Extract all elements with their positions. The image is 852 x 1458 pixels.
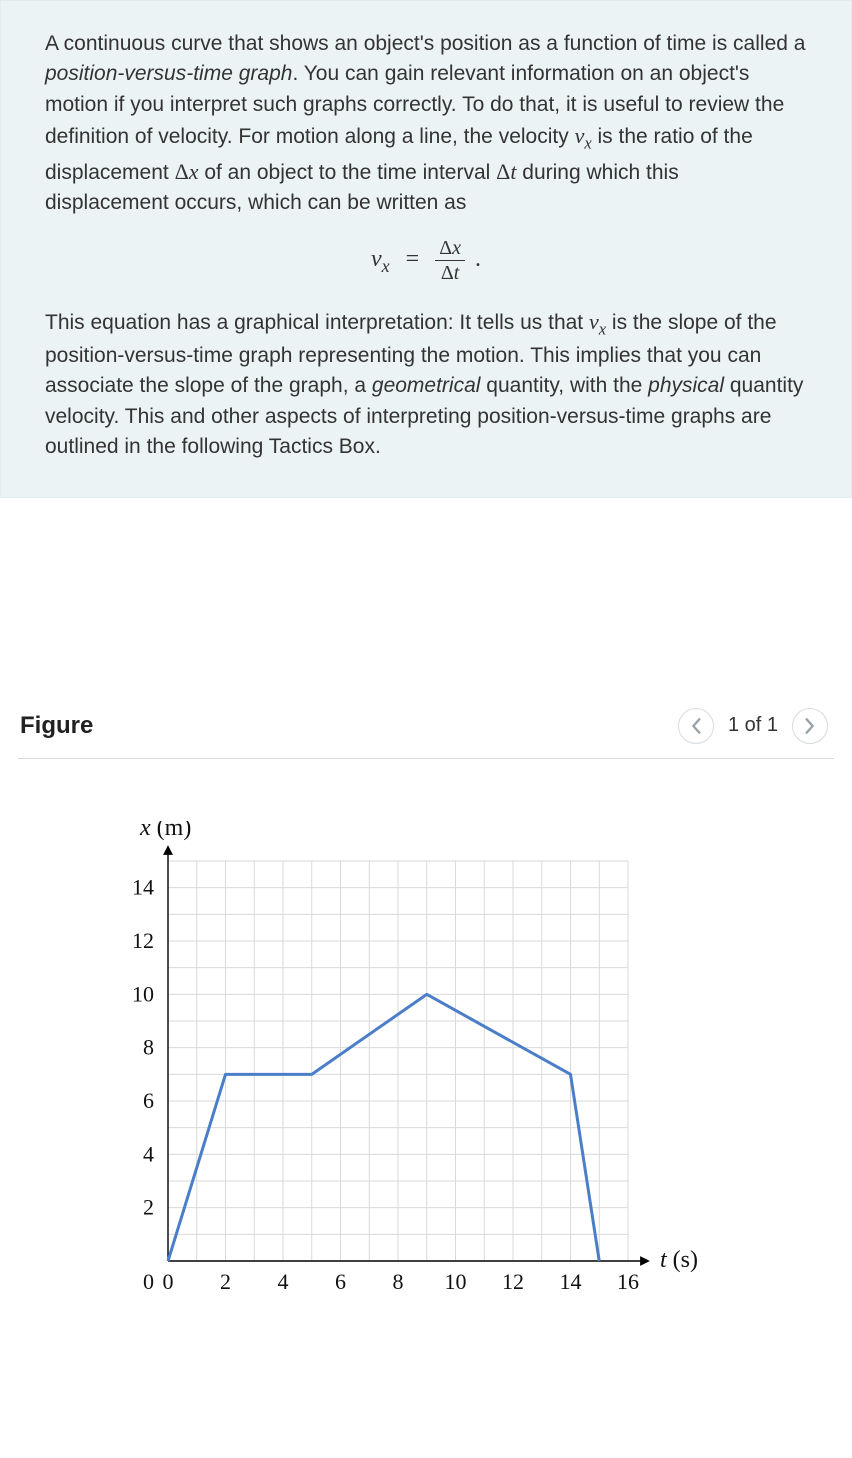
svg-text:2: 2 [143, 1194, 154, 1219]
var-delta-x: Δx [175, 159, 199, 184]
svg-text:t (s): t (s) [660, 1247, 698, 1273]
svg-text:0: 0 [163, 1269, 174, 1294]
var-delta-t: Δt [496, 159, 516, 184]
intro-paragraph-1: A continuous curve that shows an object'… [45, 29, 807, 219]
svg-text:16: 16 [617, 1269, 639, 1294]
svg-text:12: 12 [502, 1269, 524, 1294]
text: A continuous curve that shows an object'… [45, 32, 805, 55]
term-physical: physical [648, 374, 724, 397]
chevron-right-icon [804, 718, 816, 734]
text: quantity, with the [480, 374, 648, 397]
velocity-equation: vx = Δx Δt . [45, 237, 807, 284]
eq-period: . [475, 246, 481, 272]
text: of an object to the time interval [199, 161, 497, 184]
var-vx: vx [575, 123, 592, 148]
svg-text:14: 14 [132, 874, 154, 899]
next-figure-button[interactable] [792, 708, 828, 744]
eq-fraction: Δx Δt [435, 237, 465, 284]
svg-text:0: 0 [143, 1269, 154, 1294]
svg-text:10: 10 [132, 981, 154, 1006]
svg-text:10: 10 [445, 1269, 467, 1294]
svg-text:x (m): x (m) [139, 821, 191, 841]
svg-text:2: 2 [220, 1269, 231, 1294]
term-geometrical: geometrical [372, 374, 481, 397]
svg-text:8: 8 [393, 1269, 404, 1294]
eq-lhs: vx [371, 246, 390, 272]
figure-page-indicator: 1 of 1 [728, 714, 778, 737]
figure-section: Figure 1 of 1 0 2 4 6 8 10 12 14 16 2 4 6 8 10 12 14 0 x … [0, 708, 852, 1331]
svg-text:8: 8 [143, 1034, 154, 1059]
svg-text:4: 4 [143, 1141, 154, 1166]
intro-paragraph-2: This equation has a graphical interpreta… [45, 306, 807, 463]
var-vx: vx [589, 309, 606, 334]
svg-text:4: 4 [278, 1269, 289, 1294]
svg-text:6: 6 [143, 1088, 154, 1113]
prev-figure-button[interactable] [678, 708, 714, 744]
svg-text:14: 14 [560, 1269, 582, 1294]
chevron-left-icon [690, 718, 702, 734]
eq-equals: = [406, 246, 420, 272]
figure-heading: Figure [20, 712, 93, 740]
figure-nav: 1 of 1 [678, 708, 828, 744]
text: This equation has a graphical interpreta… [45, 311, 589, 334]
intro-panel: A continuous curve that shows an object'… [0, 0, 852, 498]
svg-text:12: 12 [132, 928, 154, 953]
position-time-chart: 0 2 4 6 8 10 12 14 16 2 4 6 8 10 12 14 0 x (m) t (s) [108, 821, 718, 1311]
term-pvt-graph: position-versus-time graph [45, 62, 292, 85]
svg-text:6: 6 [335, 1269, 346, 1294]
chart-container: 0 2 4 6 8 10 12 14 16 2 4 6 8 10 12 14 0 x (m) t (s) [18, 759, 834, 1331]
figure-header: Figure 1 of 1 [18, 708, 834, 759]
